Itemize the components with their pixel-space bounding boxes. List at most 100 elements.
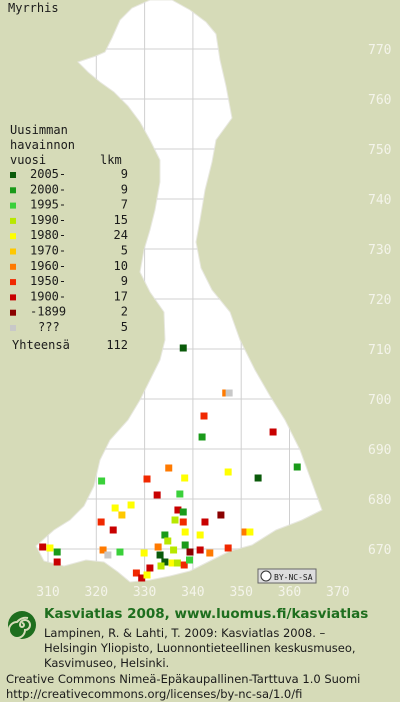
legend-label: 1990- [30,213,66,227]
legend-count: 24 [114,228,128,242]
footer-line: Helsingin Yliopisto, Luonnontieteellinen… [44,641,356,655]
legend-total-label: Yhteensä [12,338,70,352]
legend-swatch [10,263,16,270]
occurrence-square [186,548,194,556]
occurrence-square [153,491,161,499]
legend-swatch [10,187,16,194]
y-tick-label: 680 [368,493,391,508]
legend-label: ??? [38,320,60,334]
y-tick-label: 700 [368,393,391,408]
legend-count: 5 [121,244,128,258]
occurrence-square [224,468,232,476]
legend-label: 1995- [30,198,66,212]
occurrence-square [196,546,204,554]
occurrence-square [200,412,208,420]
occurrence-square [154,543,162,551]
legend-swatch [10,172,16,178]
occurrence-square [176,490,184,498]
y-tick-label: 730 [368,243,391,258]
occurrence-square [224,544,232,552]
occurrence-square [161,558,169,566]
occurrence-square [254,474,262,482]
y-tick-label: 670 [368,543,391,558]
x-tick-label: 350 [229,585,252,600]
legend-header: vuosi [10,153,46,167]
occurrence-square [181,474,189,482]
legend-header: Uusimman [10,123,68,137]
occurrence-square [53,548,61,556]
legend-label: 1900- [30,289,66,303]
legend-count: 7 [121,198,128,212]
legend-label: -1899 [30,305,66,319]
logo [8,611,36,639]
occurrence-square [181,528,189,536]
legend-swatch [10,294,16,301]
occurrence-square [116,548,124,556]
occurrence-square [39,543,47,551]
footer-title: Kasviatlas 2008, www.luomus.fi/kasviatla… [44,606,368,622]
map-title: Myrrhis [8,1,59,15]
footer-line: Creative Commons Nimeä-Epäkaupallinen-Ta… [6,672,360,686]
y-tick-label: 760 [368,93,391,108]
legend-label: 2000- [30,182,66,196]
footer-line: http://creativecommons.org/licenses/by-n… [6,687,302,701]
legend-label: 2005- [30,167,66,181]
logo-circle [8,611,36,639]
occurrence-square [180,561,188,569]
occurrence-square [143,475,151,483]
legend-swatch [10,325,16,331]
occurrence-square [293,463,301,471]
occurrence-square [171,516,179,524]
occurrence-square [246,528,254,536]
cc-badge-box [257,568,317,584]
occurrence-square [168,559,176,567]
occurrence-square [170,546,178,554]
occurrence-square [97,518,105,526]
occurrence-square [206,549,214,557]
occurrence-square [53,558,61,566]
x-tick-label: 360 [278,585,301,600]
occurrence-square [46,544,54,552]
occurrence-square [173,559,181,567]
occurrence-square [157,562,165,570]
occurrence-square [201,518,209,526]
occurrence-square [181,541,189,549]
legend-swatch [10,279,16,286]
occurrence-square [132,569,140,577]
occurrence-square [99,546,107,554]
legend-count: 15 [114,213,128,227]
occurrence-square [269,428,277,436]
y-tick-label: 750 [368,143,391,158]
occurrence-square [104,551,112,559]
occurrence-square [164,537,172,545]
legend-swatch [10,248,16,255]
occurrence-square [179,344,187,352]
occurrence-square [198,433,206,441]
legend-swatch [10,202,16,209]
cc-badge: BY-NC-SA [257,568,317,584]
occurrence-square [241,528,249,536]
legend-count: 17 [114,289,128,303]
y-tick-label: 690 [368,443,391,458]
legend-count: 9 [121,167,128,181]
occurrence-square [111,504,119,512]
legend-count: 5 [121,320,128,334]
cc-icon [260,570,272,582]
occurrence-square [146,564,154,572]
legend-header: havainnon [10,138,75,152]
occurrence-square [196,531,204,539]
legend-swatch [10,217,16,224]
occurrence-square [217,511,225,519]
x-tick-label: 370 [326,585,349,600]
y-tick-label: 770 [368,43,391,58]
legend-swatch [10,233,16,240]
occurrence-square [143,571,151,579]
x-tick-label: 340 [181,585,204,600]
x-tick-label: 310 [36,585,59,600]
legend-label: 1980- [30,228,66,242]
legend-count-header: lkm [100,153,122,167]
occurrence-square [179,518,187,526]
occurrence-square [140,549,148,557]
occurrence-square [161,531,169,539]
